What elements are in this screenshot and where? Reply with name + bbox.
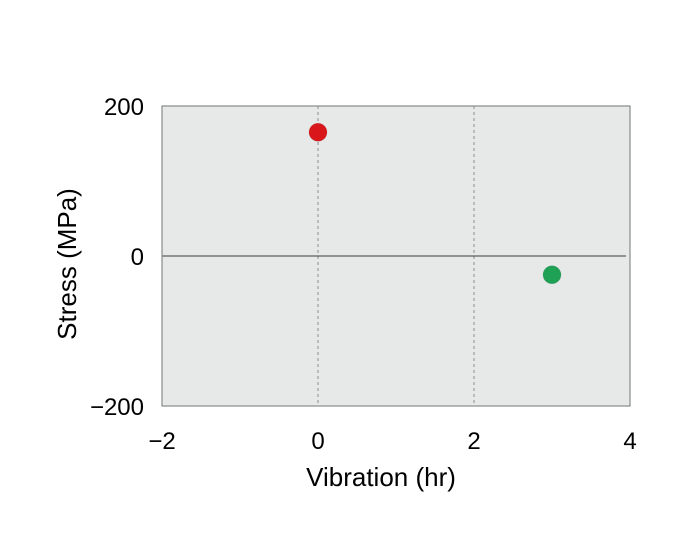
x-tick-label: 2 — [467, 428, 480, 455]
y-axis-label: Stress (MPa) — [52, 188, 82, 340]
y-tick-label: 0 — [131, 244, 144, 271]
y-tick-label: 200 — [104, 94, 144, 121]
data-points — [308, 122, 562, 285]
x-tick-label: 4 — [623, 428, 636, 455]
data-point-0 — [308, 122, 328, 142]
x-axis-ticks: −2 0 2 4 — [148, 428, 636, 455]
data-point-1 — [542, 265, 562, 285]
y-tick-label: −200 — [90, 394, 144, 421]
plot-frame — [161, 105, 631, 407]
y-axis-ticks: −200 0 200 — [90, 94, 144, 421]
x-tick-label: −2 — [148, 428, 175, 455]
x-axis-label: Vibration (hr) — [306, 462, 456, 492]
x-tick-label: 0 — [311, 428, 324, 455]
